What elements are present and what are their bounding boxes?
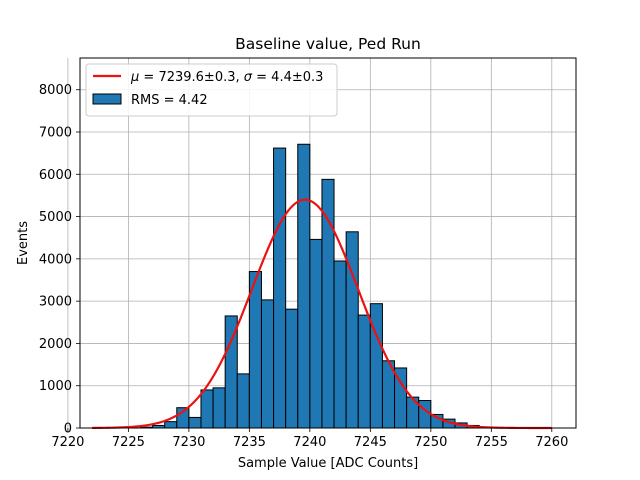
- x-axis-label: Sample Value [ADC Counts]: [238, 456, 418, 471]
- legend-fit-mu-value: = 7239.6±0.3,: [139, 70, 243, 85]
- histogram-bar: [188, 416, 202, 429]
- y-tick-label: 6000: [39, 168, 72, 183]
- histogram-bar: [236, 373, 250, 429]
- y-tick-label: 5000: [39, 210, 72, 225]
- x-tick-label: 7235: [233, 435, 266, 450]
- legend: μ = 7239.6±0.3, σ = 4.4±0.3 RMS = 4.42: [85, 63, 338, 117]
- x-tick-label: 7255: [475, 435, 508, 450]
- histogram-bar: [212, 387, 226, 429]
- legend-histogram-label: RMS = 4.42: [131, 93, 208, 108]
- histogram-bar: [309, 238, 323, 429]
- sigma-symbol: σ: [244, 70, 253, 85]
- x-tick-label: 7245: [354, 435, 387, 450]
- histogram-bar: [273, 147, 287, 429]
- histogram-bar: [297, 143, 311, 429]
- legend-histogram-swatch: [92, 93, 122, 105]
- y-axis-ticks: 0 1000 2000 3000 4000 5000 6000 7000 8000: [39, 83, 80, 437]
- histogram-bar: [333, 260, 347, 429]
- legend-box: [85, 63, 338, 117]
- x-tick-label: 7240: [293, 435, 326, 450]
- histogram-bar: [200, 389, 214, 429]
- histogram-bar: [321, 178, 335, 429]
- histogram-bar: [260, 299, 275, 429]
- histogram-bar: [164, 421, 178, 429]
- x-tick-label: 7225: [112, 435, 145, 450]
- y-tick-label: 2000: [39, 337, 72, 352]
- x-tick-label: 7250: [414, 435, 447, 450]
- x-tick-label: 7260: [535, 435, 568, 450]
- y-axis-label: Events: [16, 221, 31, 265]
- y-tick-label: 3000: [39, 295, 72, 310]
- legend-fit-sigma-value: = 4.4±0.3: [252, 70, 323, 85]
- chart-title: Baseline value, Ped Run: [235, 35, 421, 53]
- gaussian-fit-curve: [92, 198, 552, 430]
- histogram-bar: [248, 271, 262, 429]
- histogram-bar: [418, 400, 432, 429]
- histogram-bar: [285, 308, 299, 429]
- y-tick-label: 8000: [39, 83, 72, 98]
- x-tick-label: 7220: [51, 435, 84, 450]
- y-tick-label: 7000: [39, 126, 72, 141]
- y-tick-label: 0: [64, 422, 72, 437]
- histogram-bar: [357, 314, 371, 429]
- plot-frame: [79, 57, 577, 429]
- x-axis-ticks: 7220 7225 7230 7235 7240 7245 7250 7255 7260: [51, 428, 568, 450]
- legend-fit-label: μ = 7239.6±0.3, σ = 4.4±0.3: [130, 70, 323, 85]
- y-tick-label: 1000: [39, 379, 72, 394]
- mu-symbol: μ: [130, 70, 139, 85]
- x-tick-label: 7230: [172, 435, 205, 450]
- y-tick-label: 4000: [39, 252, 72, 267]
- histogram-bars: [139, 143, 492, 429]
